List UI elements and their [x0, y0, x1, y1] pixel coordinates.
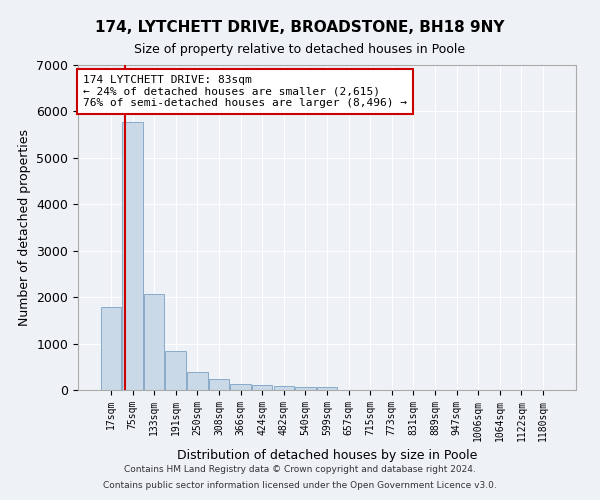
Text: Contains HM Land Registry data © Crown copyright and database right 2024.: Contains HM Land Registry data © Crown c… [124, 466, 476, 474]
Bar [209, 380, 229, 390]
Bar [101, 308, 121, 390]
Bar [252, 385, 272, 390]
Bar [295, 387, 316, 390]
X-axis label: Distribution of detached houses by size in Poole: Distribution of detached houses by size … [177, 449, 477, 462]
Text: Contains public sector information licensed under the Open Government Licence v3: Contains public sector information licen… [103, 480, 497, 490]
Bar [274, 386, 294, 390]
Bar [230, 384, 251, 390]
Bar [144, 294, 164, 390]
Text: 174, LYTCHETT DRIVE, BROADSTONE, BH18 9NY: 174, LYTCHETT DRIVE, BROADSTONE, BH18 9N… [95, 20, 505, 35]
Y-axis label: Number of detached properties: Number of detached properties [18, 129, 31, 326]
Bar [317, 387, 337, 390]
Text: 174 LYTCHETT DRIVE: 83sqm
← 24% of detached houses are smaller (2,615)
76% of se: 174 LYTCHETT DRIVE: 83sqm ← 24% of detac… [83, 74, 407, 108]
Bar [187, 372, 208, 390]
Text: Size of property relative to detached houses in Poole: Size of property relative to detached ho… [134, 42, 466, 56]
Bar [122, 122, 143, 390]
Bar [166, 352, 186, 390]
